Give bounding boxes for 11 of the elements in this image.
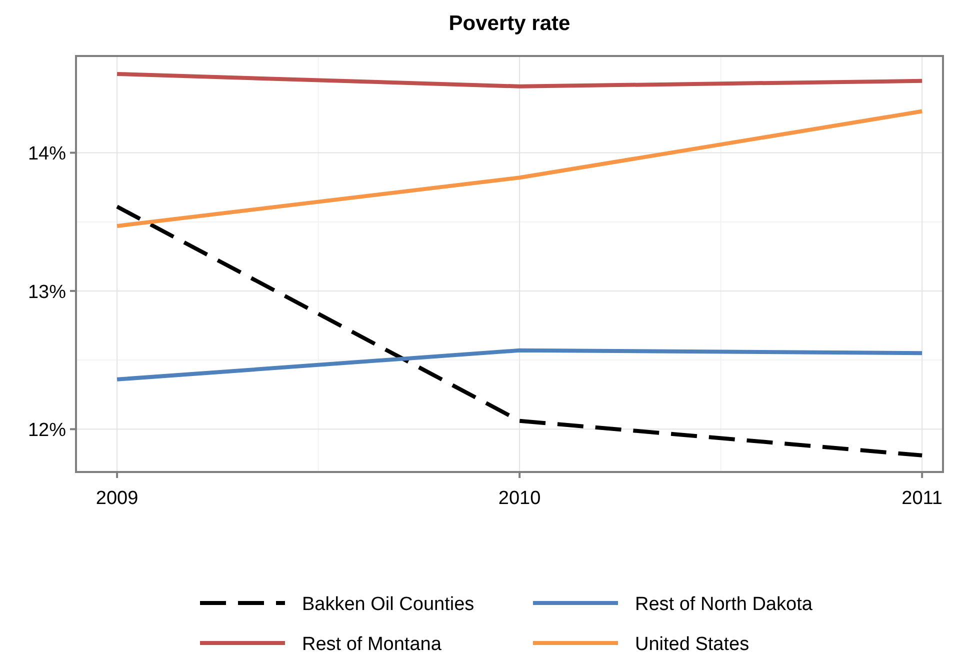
x-tick-label: 2010	[498, 488, 541, 509]
x-tick-label: 2009	[96, 488, 138, 509]
legend-label: Rest of Montana	[302, 634, 442, 655]
legend-label: Bakken Oil Counties	[302, 594, 474, 615]
legend-label: Rest of North Dakota	[635, 594, 813, 615]
y-tick-label: 14%	[28, 144, 66, 165]
legend-label: United States	[635, 634, 750, 655]
x-tick-label: 2011	[902, 488, 942, 509]
y-tick-label: 12%	[28, 420, 66, 442]
y-tick-label: 13%	[28, 282, 66, 303]
chart-title: Poverty rate	[448, 12, 570, 35]
